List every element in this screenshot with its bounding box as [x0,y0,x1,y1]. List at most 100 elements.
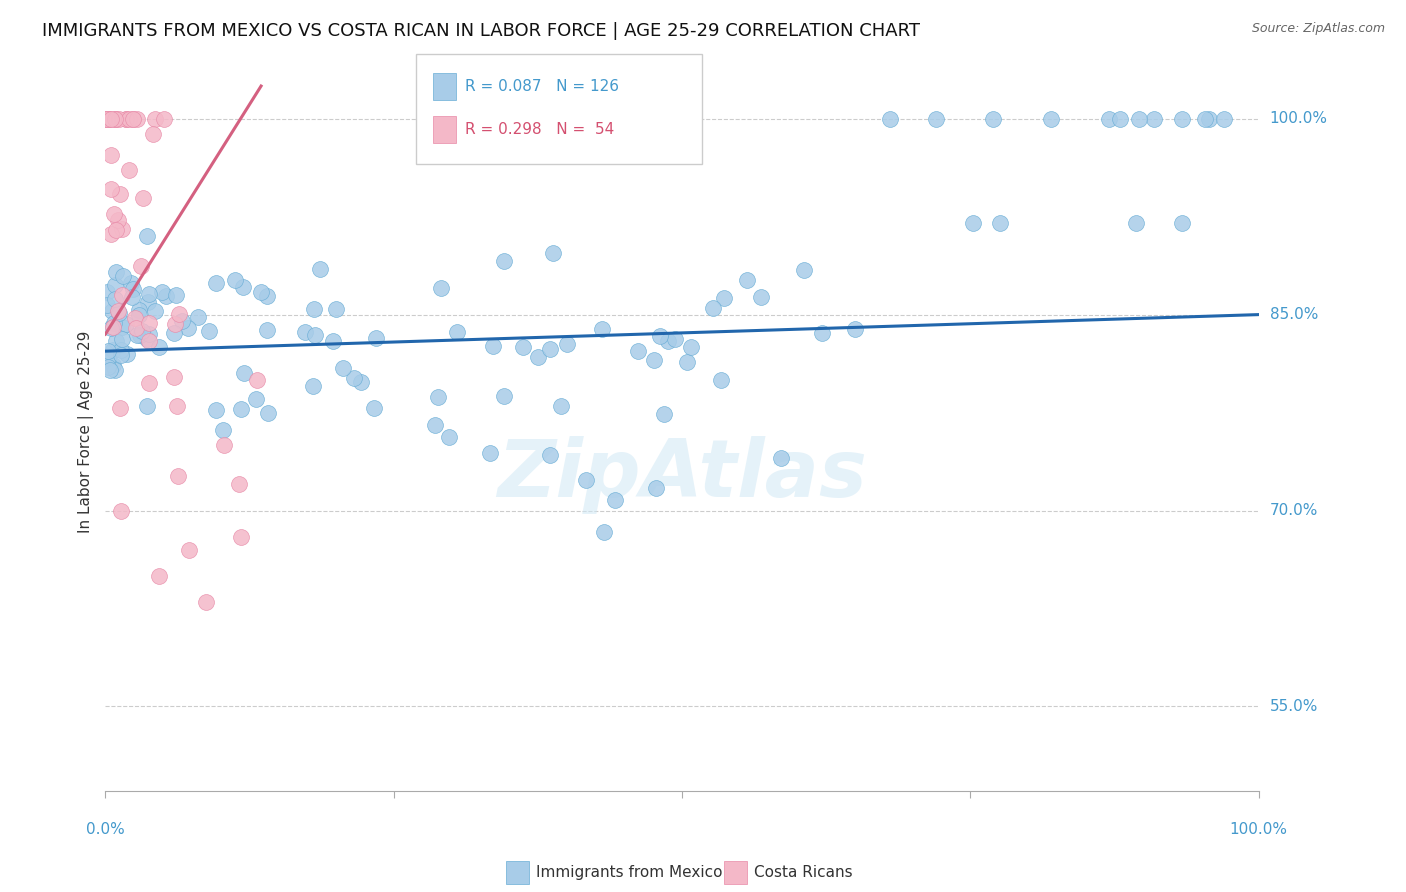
Point [104,112,127,126]
Point [103,343,125,357]
Point [364,331,387,345]
Point [107,112,129,126]
Point [96,112,118,126]
Point [148,569,170,583]
Point [142,127,165,141]
Point [702,301,724,316]
Point [96,112,118,126]
Point [125,112,148,126]
Point [1212,112,1234,126]
Point [111,332,134,346]
Text: 55.0%: 55.0% [1270,699,1317,714]
Point [145,303,167,318]
Point [118,112,141,126]
Text: 0.0%: 0.0% [86,822,125,837]
Point [735,273,758,287]
Point [322,334,344,349]
Point [103,316,125,330]
Point [166,399,188,413]
Point [538,342,561,356]
Point [664,332,686,346]
Point [105,334,128,349]
Point [96,112,118,126]
Point [679,340,702,354]
Point [148,340,170,354]
Point [770,450,793,465]
Point [541,246,564,260]
Text: 100.0%: 100.0% [1230,822,1288,837]
Point [1194,112,1216,126]
Point [96,285,118,299]
Point [1098,112,1121,126]
Point [135,229,157,244]
Point [136,399,159,413]
Point [1170,216,1192,230]
Point [648,328,671,343]
Point [233,366,256,380]
Point [128,327,150,342]
Point [492,389,515,403]
Point [446,325,468,339]
Point [214,438,236,452]
Point [128,309,150,323]
Point [246,373,269,387]
Text: Costa Ricans: Costa Ricans [754,865,852,880]
Point [115,347,138,361]
Point [228,477,250,491]
Point [793,263,815,277]
Point [555,336,578,351]
Point [204,403,226,417]
Point [96,298,118,312]
Point [350,375,373,389]
Point [652,407,675,421]
Point [256,322,278,336]
Point [643,353,665,368]
Point [167,469,190,483]
Point [121,276,143,290]
Point [170,313,193,327]
Point [423,417,446,432]
Point [603,493,626,508]
Point [111,269,134,284]
Point [229,530,252,544]
Point [122,282,145,296]
Point [143,112,166,126]
Text: R = 0.298   N =  54: R = 0.298 N = 54 [465,122,614,136]
Point [294,325,316,339]
Point [430,280,453,294]
Point [138,376,160,390]
Point [104,223,127,237]
Point [121,290,143,304]
Text: Immigrants from Mexico: Immigrants from Mexico [536,865,723,880]
Point [98,112,121,126]
Point [110,503,132,517]
Point [1125,216,1147,230]
Point [125,328,148,343]
Point [879,112,901,126]
Point [98,112,121,126]
Point [1109,112,1132,126]
Point [325,301,347,316]
Point [591,322,613,336]
Point [107,303,129,318]
Point [479,446,502,460]
Point [138,316,160,330]
Point [308,262,330,277]
Point [103,319,125,334]
Point [343,371,366,385]
Point [983,112,1005,126]
Point [128,303,150,318]
Point [98,363,121,377]
Point [427,390,450,404]
Point [205,277,228,291]
Point [302,302,325,317]
Point [96,112,118,126]
Text: 85.0%: 85.0% [1270,307,1317,322]
Point [100,148,122,162]
Point [538,448,561,462]
Point [437,430,460,444]
Point [101,304,124,318]
Point [1040,112,1063,126]
Text: 100.0%: 100.0% [1270,112,1327,126]
Point [114,112,136,126]
